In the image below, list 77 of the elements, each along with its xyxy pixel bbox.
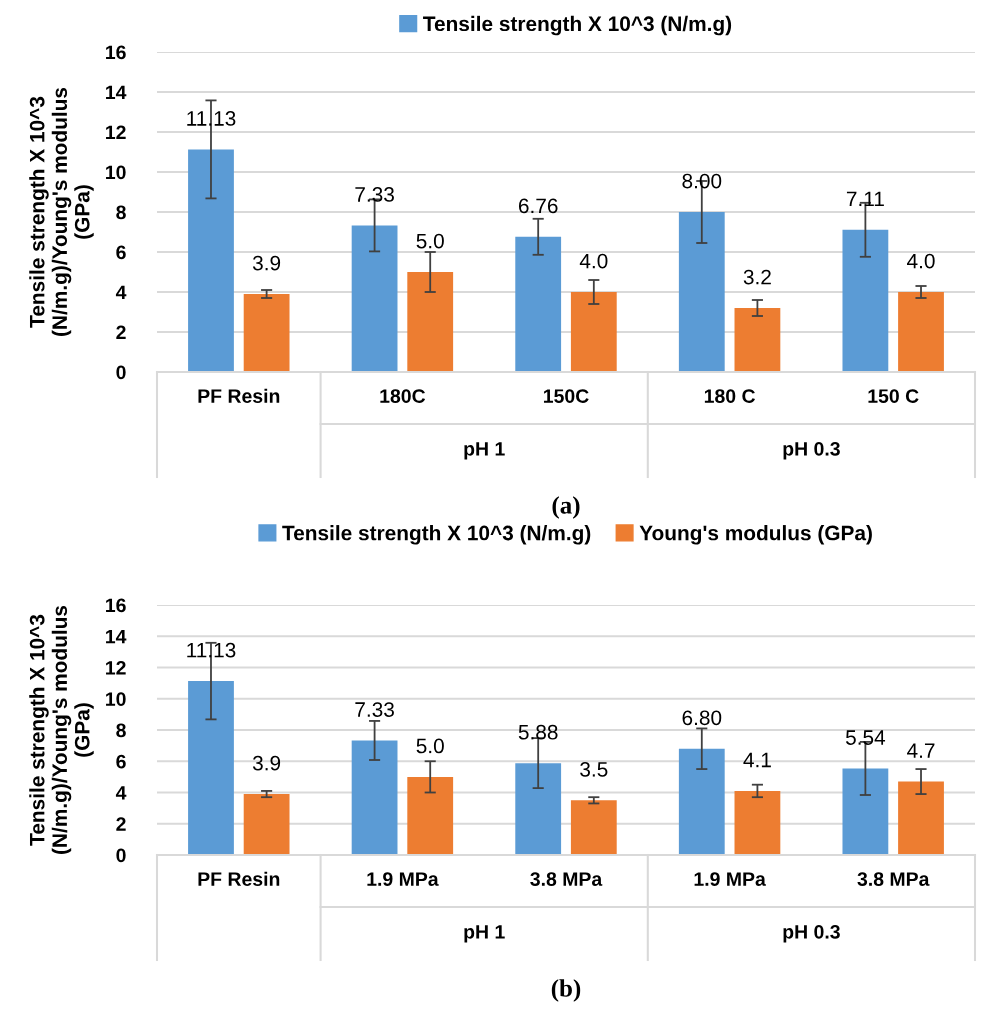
y-tick-label: 2 bbox=[116, 325, 126, 340]
y-tick-label: 6 bbox=[116, 754, 126, 769]
data-label: 5.0 bbox=[416, 233, 444, 249]
y-tick-label: 16 bbox=[106, 598, 126, 613]
text: (b) bbox=[551, 979, 581, 1002]
y-tick-label: 12 bbox=[106, 660, 126, 675]
x-tick-label: 1.9 MPa bbox=[694, 872, 766, 886]
bar bbox=[898, 781, 944, 855]
bar bbox=[515, 236, 562, 372]
x-tick-label: 150 C bbox=[868, 389, 919, 403]
y-tick-label: 2 bbox=[116, 817, 126, 831]
bar bbox=[188, 149, 234, 372]
x-tick-label: 1.9 MPa bbox=[367, 872, 439, 886]
bar bbox=[570, 800, 617, 855]
bar bbox=[351, 225, 398, 372]
text: pH 1 bbox=[464, 442, 505, 460]
data-label: 3.9 bbox=[252, 755, 281, 771]
data-label: 4.1 bbox=[743, 752, 771, 768]
x-tick-label: 150C bbox=[543, 389, 589, 403]
y-tick-label: 14 bbox=[106, 629, 127, 644]
bar bbox=[351, 740, 398, 855]
y-tick-label: 12 bbox=[106, 125, 126, 140]
y-tick-label: 0 bbox=[116, 365, 126, 380]
y-tick-label: 14 bbox=[106, 85, 127, 100]
data-label: 6.76 bbox=[518, 198, 558, 214]
bar bbox=[407, 776, 454, 855]
legend-label: Tensile strength X 10^3 (N/m.g) bbox=[423, 15, 732, 36]
bar bbox=[407, 272, 454, 372]
data-label: 5.88 bbox=[518, 724, 558, 740]
y-tick-label: 6 bbox=[116, 245, 126, 260]
legend-label: Tensile strength X 10^3 (N/m.g) bbox=[282, 525, 591, 545]
bar bbox=[188, 681, 234, 855]
bar bbox=[734, 790, 781, 855]
data-label: 3.9 bbox=[252, 255, 281, 271]
data-label: 5.0 bbox=[416, 738, 444, 754]
y-axis-title: Tensile strength X 10^3 (N/m.g)/Young's modulus (GPa) bbox=[29, 605, 94, 854]
data-label: 4.7 bbox=[907, 743, 935, 758]
bar bbox=[243, 294, 290, 372]
data-label: 7.11 bbox=[846, 191, 884, 207]
bar bbox=[842, 768, 889, 855]
y-tick-label: 8 bbox=[116, 205, 126, 220]
y-tick-label: 10 bbox=[106, 692, 126, 706]
x-tick-label: 3.8 MPa bbox=[530, 872, 603, 886]
legend-label: Young's modulus (GPa) bbox=[639, 525, 872, 545]
data-label: 7.33 bbox=[355, 702, 394, 717]
text: (a) bbox=[552, 496, 580, 519]
y-tick-label: 4 bbox=[115, 285, 127, 300]
data-label: 3.2 bbox=[743, 269, 771, 285]
x-tick-label: PF Resin bbox=[198, 388, 280, 403]
y-tick-label: 8 bbox=[116, 723, 126, 738]
bar bbox=[678, 212, 725, 372]
y-tick-label: 4 bbox=[115, 786, 127, 800]
bar bbox=[243, 794, 290, 855]
data-label: 6.80 bbox=[682, 710, 722, 726]
bar bbox=[515, 763, 562, 855]
text: pH 0.3 bbox=[783, 924, 840, 943]
y-axis-title: Tensile strength X 10^3 (N/m.g)/Young's modulus (GPa) bbox=[29, 87, 94, 336]
y-tick-label: 0 bbox=[116, 848, 126, 863]
x-tick-label: 180C bbox=[380, 389, 426, 403]
text: pH 0.3 bbox=[783, 441, 840, 460]
y-tick-label: 10 bbox=[106, 165, 126, 180]
y-tick-label: 16 bbox=[106, 45, 126, 60]
bar bbox=[734, 308, 781, 372]
x-tick-label: 180 C bbox=[704, 389, 756, 403]
text: pH 1 bbox=[464, 925, 505, 943]
bar bbox=[842, 229, 889, 372]
x-tick-label: 3.8 MPa bbox=[857, 872, 930, 886]
data-label: 5.54 bbox=[845, 730, 886, 745]
data-label: 8.00 bbox=[682, 173, 722, 189]
data-label: 4.0 bbox=[907, 253, 935, 269]
bar bbox=[570, 292, 617, 372]
bar bbox=[898, 292, 944, 372]
data-label: 3.5 bbox=[580, 762, 608, 777]
x-tick-label: PF Resin bbox=[198, 871, 280, 886]
bar bbox=[678, 748, 725, 855]
data-label: 7.33 bbox=[355, 187, 394, 202]
data-label: 4.0 bbox=[579, 253, 608, 269]
